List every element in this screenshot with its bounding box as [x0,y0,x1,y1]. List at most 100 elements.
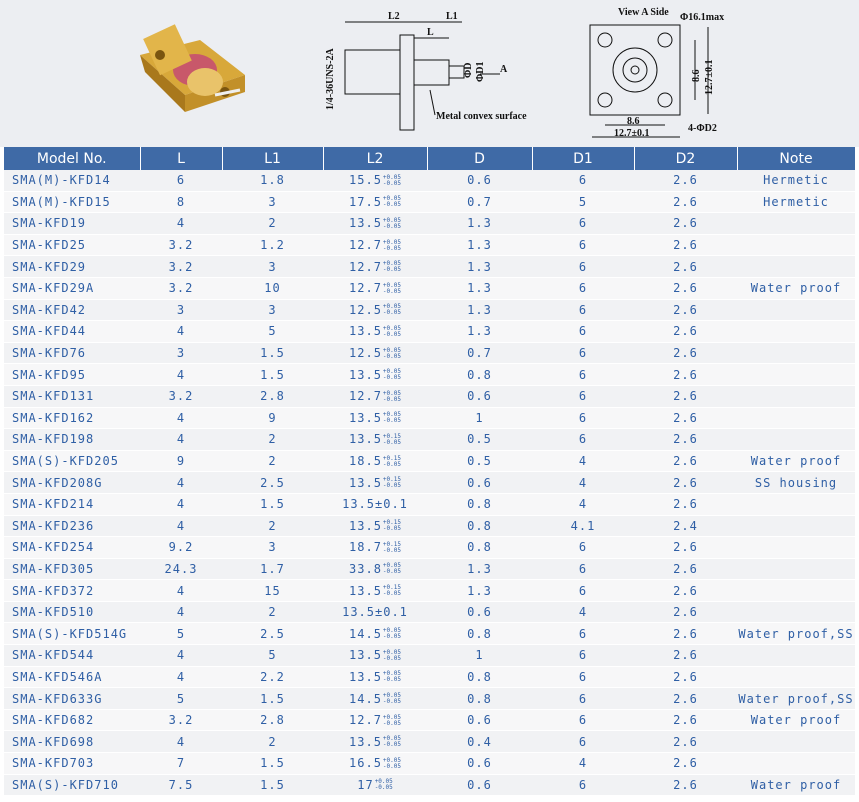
spec-table: Model No. L L1 L2 D D1 D2 Note SMA(M)-KFD14 6 1.8… [4,147,856,797]
connector-photo [140,24,245,112]
l2-base: 33.8 [349,561,382,576]
l2-cell: 13.5 +0.15 -0.05 [323,515,427,538]
lower-tolerance: -0.05 [382,590,401,598]
value-cell: 24.3 [140,558,222,581]
l2-base: 13.5 [349,518,382,533]
value-cell: 2.6 [634,212,737,235]
l2-base: 14.5 [349,626,382,641]
value-cell: 3.2 [140,277,222,300]
value-cell: 9 [222,407,323,430]
value-cell: 2.2 [222,666,323,689]
header-cell: L1 [222,147,324,170]
upper-tolerance: +0.15 [382,519,401,527]
lower-tolerance: -0.05 [382,352,401,360]
l2-base: 12.7 [349,281,382,296]
value-cell: 2.6 [634,471,737,494]
lower-tolerance: -0.05 [382,482,401,490]
l2-base: 18.7 [349,540,382,555]
table-row: SMA-KFD131 3.2 2.8 12.7 +0.05 -0.05 0.6 6 2.6 [4,385,855,408]
l2-cell: 13.5 +0.05 -0.05 [323,407,427,430]
value-cell: 4 [140,666,222,689]
lower-tolerance: -0.05 [382,762,401,770]
value-cell: 2.6 [634,191,737,214]
value-cell: 4 [140,212,222,235]
value-cell: Hermetic [737,170,855,192]
lower-tolerance: -0.05 [382,417,401,425]
empty-cell [737,536,855,559]
empty-cell [737,212,855,235]
thread-label: 1/4-36UNS-2A [325,48,336,110]
header-row: Model No. L L1 L2 D D1 D2 Note [4,147,856,170]
l2-cell: 12.7 +0.05 -0.05 [323,709,427,732]
value-cell: Water proof [737,277,855,300]
value-cell: 6 [532,212,634,235]
table-row: SMA-KFD29A 3.2 10 12.7 +0.05 -0.05 1.3 6 2.6 Wate… [4,277,855,300]
l2-base: 12.7 [349,389,382,404]
value-cell: 2.6 [634,687,737,710]
table-row: SMA-KFD29 3.2 3 12.7 +0.05 -0.05 1.3 6 2.6 [4,255,855,278]
dim-label: 12.7±0.1 [704,60,715,96]
value-cell: 1.2 [222,234,323,257]
value-cell: Water proof [737,450,855,473]
value-cell: 3 [140,342,222,365]
value-cell: 4 [532,450,634,473]
l2-base: 14.5 [349,691,382,706]
value-cell: 2.6 [634,493,737,516]
table-row: SMA(M)-KFD14 6 1.8 15.5 +0.05 -0.05 0.6 6 2.6 Her… [4,170,855,192]
model-cell: SMA(M)-KFD15 [4,191,140,214]
table-row: SMA-KFD633G 5 1.5 14.5 +0.05 -0.05 0.8 6 2.6 Wate… [4,687,855,710]
value-cell: 0.8 [427,363,532,386]
table-row: SMA-KFD236 4 2 13.5 +0.15 -0.05 0.8 4.1 2.4 [4,515,855,538]
l2-base: 17 [357,777,374,792]
value-cell: 2.6 [634,752,737,775]
table-row: SMA-KFD95 4 1.5 13.5 +0.05 -0.05 0.8 6 2.6 [4,363,855,386]
empty-cell [737,644,855,667]
tolerance: +0.05 -0.05 [383,649,401,662]
value-cell: 3 [222,255,323,278]
l2-cell: 12.7 +0.05 -0.05 [323,385,427,408]
table-row: SMA-KFD162 4 9 13.5 +0.05 -0.05 1 6 2.6 [4,407,855,430]
value-cell: 7 [140,752,222,775]
tolerance: +0.05 -0.05 [383,174,401,187]
value-cell: 6 [532,709,634,732]
value-cell: 0.7 [427,191,532,214]
value-cell: 0.6 [427,601,532,624]
header-cell: D1 [532,147,635,170]
lower-tolerance: -0.05 [382,633,401,641]
lower-tolerance: -0.05 [382,741,401,749]
model-cell: SMA-KFD682 [4,709,140,732]
value-cell: 1.3 [427,234,532,257]
value-cell: 6 [532,644,634,667]
lower-tolerance: -0.05 [382,460,401,468]
value-cell: 2.6 [634,601,737,624]
header-cell: Note [737,147,856,170]
upper-tolerance: +0.15 [382,540,401,548]
model-cell: SMA-KFD162 [4,407,140,430]
tolerance: +0.05 -0.05 [383,369,401,381]
value-cell: 6 [532,407,634,430]
value-cell: 1.8 [222,170,323,192]
upper-tolerance: +0.05 [382,238,401,246]
lower-tolerance: -0.05 [382,525,401,533]
l2-cell: 17.5 +0.05 -0.05 [323,191,427,214]
value-cell: 0.8 [427,666,532,689]
value-cell: 0.5 [427,428,532,451]
value-cell: 6 [532,579,634,602]
upper-tolerance: +0.05 [374,778,393,786]
l2-cell: 12.7 +0.05 -0.05 [323,234,427,257]
model-cell: SMA(M)-KFD14 [4,170,140,192]
value-cell: 2.6 [634,450,737,473]
l2-base: 12.5 [349,346,382,361]
value-cell: 5 [532,191,634,214]
l2-cell: 13.5 +0.05 -0.05 [323,212,427,235]
empty-cell [737,255,855,278]
tolerance: +0.05 -0.05 [375,779,393,791]
value-cell: 13.5±0.1 [323,493,427,516]
value-cell: 2.8 [222,385,323,408]
value-cell: 2.6 [634,277,737,300]
l2-cell: 15.5 +0.05 -0.05 [323,170,427,192]
empty-cell [737,320,855,343]
side-view [344,21,500,131]
dim-label: 4-ΦD2 [688,123,717,134]
value-cell: 7.5 [140,774,222,797]
